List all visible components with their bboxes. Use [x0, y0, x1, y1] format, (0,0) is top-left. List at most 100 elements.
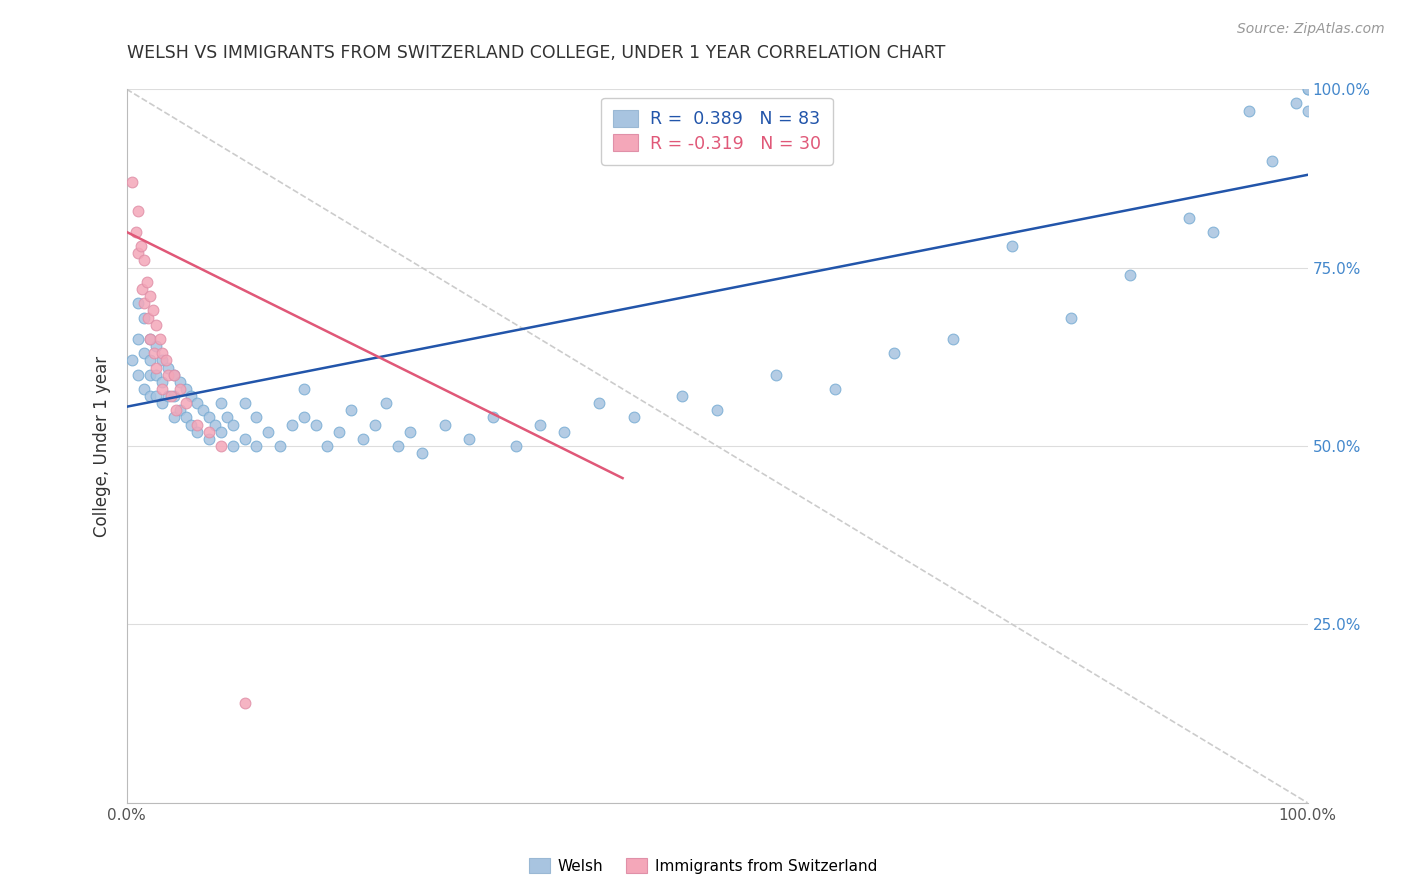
Point [245, 410, 267, 425]
Point [145, 389, 167, 403]
Point [150, 375, 173, 389]
Point [150, 353, 173, 368]
Point [156, 360, 179, 375]
Point [204, 417, 226, 432]
Point [186, 417, 208, 432]
Point [706, 403, 728, 417]
Point [942, 332, 965, 346]
Text: WELSH VS IMMIGRANTS FROM SWITZERLAND COLLEGE, UNDER 1 YEAR CORRELATION CHART: WELSH VS IMMIGRANTS FROM SWITZERLAND COL… [127, 45, 945, 62]
Point [458, 432, 481, 446]
Point [145, 339, 167, 353]
Point [1237, 103, 1260, 118]
Point [292, 410, 315, 425]
Point [1178, 211, 1201, 225]
Point [215, 410, 238, 425]
Point [198, 425, 221, 439]
Point [145, 360, 167, 375]
Point [139, 332, 162, 346]
Point [198, 410, 221, 425]
Point [145, 318, 167, 332]
Point [316, 439, 339, 453]
Point [160, 389, 183, 403]
Point [149, 332, 172, 346]
Point [174, 396, 197, 410]
Point [121, 353, 143, 368]
Point [127, 203, 149, 218]
Point [121, 175, 143, 189]
Point [245, 439, 267, 453]
Point [174, 410, 197, 425]
Point [1261, 153, 1284, 168]
Point [281, 417, 304, 432]
Point [352, 432, 374, 446]
Point [588, 396, 610, 410]
Point [135, 275, 157, 289]
Point [141, 303, 163, 318]
Legend: R =  0.389   N = 83, R = -0.319   N = 30: R = 0.389 N = 83, R = -0.319 N = 30 [602, 98, 832, 165]
Point [155, 353, 177, 368]
Point [180, 417, 202, 432]
Point [156, 389, 179, 403]
Point [139, 353, 162, 368]
Point [180, 389, 202, 403]
Point [623, 410, 645, 425]
Point [125, 225, 148, 239]
Point [387, 439, 409, 453]
Text: Source: ZipAtlas.com: Source: ZipAtlas.com [1237, 22, 1385, 37]
Point [553, 425, 575, 439]
Point [1001, 239, 1024, 253]
Point [150, 396, 173, 410]
Point [209, 439, 232, 453]
Point [139, 332, 162, 346]
Legend: Welsh, Immigrants from Switzerland: Welsh, Immigrants from Switzerland [523, 852, 883, 880]
Point [198, 432, 221, 446]
Point [233, 432, 256, 446]
Point [131, 282, 153, 296]
Point [186, 425, 208, 439]
Point [193, 403, 215, 417]
Point [1296, 103, 1319, 118]
Point [1296, 82, 1319, 96]
Point [169, 375, 191, 389]
Point [139, 368, 162, 382]
Point [127, 246, 149, 260]
Point [134, 382, 156, 396]
Point [134, 310, 156, 325]
Point [134, 296, 156, 310]
Point [1285, 96, 1308, 111]
Point [134, 253, 156, 268]
Point [165, 403, 187, 417]
Point [328, 425, 350, 439]
Point [411, 446, 433, 460]
Point [671, 389, 693, 403]
Point [174, 382, 197, 396]
Point [233, 696, 256, 710]
Point [139, 389, 162, 403]
Y-axis label: College, Under 1 year: College, Under 1 year [93, 355, 111, 537]
Point [824, 382, 846, 396]
Point [209, 396, 232, 410]
Point [883, 346, 905, 360]
Point [222, 439, 245, 453]
Point [145, 368, 167, 382]
Point [481, 410, 503, 425]
Point [139, 289, 162, 303]
Point [505, 439, 527, 453]
Point [1296, 82, 1319, 96]
Point [340, 403, 363, 417]
Point [134, 346, 156, 360]
Point [127, 296, 149, 310]
Point [163, 368, 186, 382]
Point [269, 439, 291, 453]
Point [434, 417, 457, 432]
Point [163, 389, 186, 403]
Point [292, 382, 315, 396]
Point [233, 396, 256, 410]
Point [142, 346, 165, 360]
Point [1202, 225, 1225, 239]
Point [1060, 310, 1083, 325]
Point [765, 368, 787, 382]
Point [127, 368, 149, 382]
Point [150, 346, 173, 360]
Point [1119, 268, 1142, 282]
